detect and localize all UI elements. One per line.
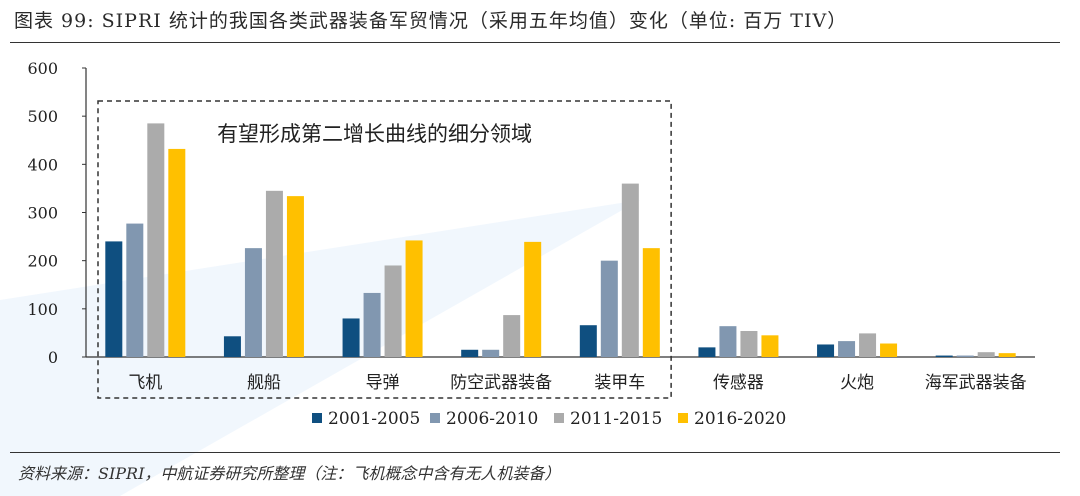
y-tick-label: 500 <box>27 107 58 126</box>
bar-2001-2005 <box>817 344 835 357</box>
x-category-label: 导弹 <box>366 373 400 393</box>
bar-2016-2020 <box>642 248 660 357</box>
bar-2006-2010 <box>719 326 737 357</box>
highlight-annotation: 有望形成第二增长曲线的细分领域 <box>217 122 532 146</box>
bar-2001-2005 <box>579 325 597 357</box>
legend-swatch-2011-2015 <box>554 413 564 423</box>
bar-2016-2020 <box>405 240 423 357</box>
bar-2006-2010 <box>126 223 144 357</box>
bar-2001-2005 <box>698 347 716 357</box>
legend-swatch-2016-2020 <box>678 413 688 423</box>
bar-2001-2005 <box>342 318 360 357</box>
legend-label: 2011-2015 <box>570 409 662 429</box>
y-tick-label: 200 <box>27 252 58 271</box>
highlight-box <box>97 100 672 399</box>
y-tick-label: 600 <box>27 59 58 78</box>
x-category-label: 舰船 <box>247 373 281 393</box>
bar-2011-2015 <box>977 352 995 357</box>
bar-2001-2005 <box>223 336 241 357</box>
source-note: 资料来源：SIPRI，中航证券研究所整理（注：飞机概念中含有无人机装备） <box>18 464 561 483</box>
background-watermark <box>0 200 640 496</box>
bar-2006-2010 <box>838 341 856 357</box>
x-category-label: 防空武器装备 <box>450 373 552 393</box>
bar-2016-2020 <box>761 335 779 357</box>
bottom-rule <box>10 452 1060 453</box>
bar-2011-2015 <box>503 315 521 357</box>
bar-2011-2015 <box>147 123 165 358</box>
y-tick-label: 300 <box>27 204 58 223</box>
bar-2006-2010 <box>244 248 262 357</box>
bar-2001-2005 <box>105 241 123 357</box>
bar-2011-2015 <box>859 333 877 357</box>
bar-2016-2020 <box>286 196 304 357</box>
bar-2006-2010 <box>363 292 381 357</box>
bar-2016-2020 <box>998 353 1016 357</box>
bar-2016-2020 <box>524 241 542 357</box>
bar-2001-2005 <box>935 355 953 357</box>
x-category-label: 装甲车 <box>594 373 645 393</box>
bar-2011-2015 <box>265 190 283 357</box>
y-tick-label: 400 <box>27 155 58 174</box>
bar-2011-2015 <box>621 183 639 357</box>
x-category-label: 火炮 <box>840 373 874 393</box>
legend-swatch-2001-2005 <box>312 413 322 423</box>
legend-label: 2001-2005 <box>328 409 420 429</box>
x-category-label: 飞机 <box>128 373 162 393</box>
bar-2006-2010 <box>956 355 974 357</box>
bar-2011-2015 <box>384 265 402 357</box>
legend-swatch-2006-2010 <box>430 413 440 423</box>
y-tick-label: 0 <box>48 348 58 367</box>
bar-2011-2015 <box>740 330 758 357</box>
bar-2001-2005 <box>461 349 479 357</box>
bar-2016-2020 <box>880 343 898 357</box>
legend-label: 2006-2010 <box>446 409 538 429</box>
bar-2016-2020 <box>168 148 186 357</box>
y-tick-label: 100 <box>27 300 58 319</box>
bar-2006-2010 <box>482 349 500 357</box>
legend-label: 2016-2020 <box>694 409 786 429</box>
figure-title: 图表 99: SIPRI 统计的我国各类武器装备军贸情况（采用五年均值）变化（单… <box>14 10 848 32</box>
x-category-label: 海军武器装备 <box>925 373 1027 393</box>
top-rule <box>10 42 1060 43</box>
bar-2006-2010 <box>600 260 618 357</box>
x-category-label: 传感器 <box>713 373 764 393</box>
